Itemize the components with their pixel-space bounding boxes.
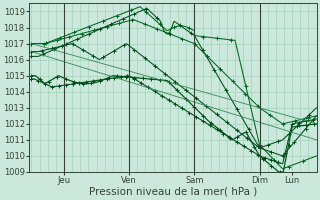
X-axis label: Pression niveau de la mer( hPa ): Pression niveau de la mer( hPa ) — [89, 187, 257, 197]
